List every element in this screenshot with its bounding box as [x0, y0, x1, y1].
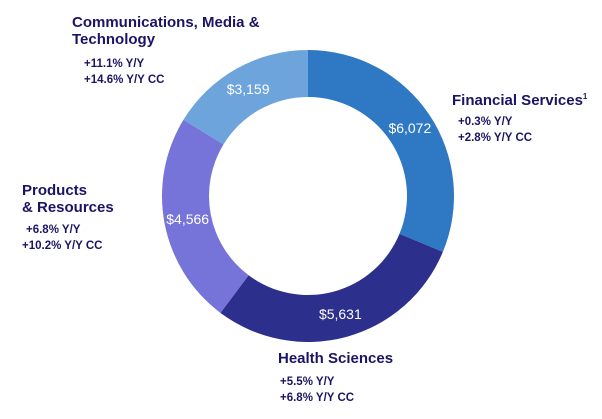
value-label-communications-media-technology: $3,159 — [227, 81, 270, 97]
category-name: Products — [22, 182, 88, 199]
yoy-cc-change: +10.2% Y/Y CC — [22, 240, 103, 252]
yoy-cc-change: +14.6% Y/Y CC — [84, 74, 165, 86]
value-label-financial-services: $6,072 — [388, 120, 431, 136]
value-label-health-sciences: $5,631 — [319, 306, 362, 322]
category-name-line2: Technology — [72, 31, 156, 48]
category-name-line2: & Resources — [22, 199, 114, 216]
category-name: Communications, Media & — [72, 14, 260, 31]
legend-financial-services: Financial Services1 +0.3% Y/Y +2.8% Y/Y … — [452, 88, 587, 146]
slice-health-sciences — [220, 233, 443, 342]
yoy-change: +0.3% Y/Y — [458, 116, 513, 128]
yoy-cc-change: +6.8% Y/Y CC — [280, 392, 355, 404]
legend-health-sciences: Health Sciences +5.5% Y/Y +6.8% Y/Y CC — [278, 350, 393, 406]
yoy-cc-change: +2.8% Y/Y CC — [458, 132, 533, 144]
footnote-marker: 1 — [582, 92, 588, 101]
slice-products-resources — [162, 119, 249, 313]
legend-communications-media-technology: Communications, Media & Technology +11.1… — [72, 14, 260, 88]
slice-communications-media-technology — [183, 50, 308, 145]
yoy-change: +5.5% Y/Y — [280, 376, 335, 388]
value-label-products-resources: $4,566 — [166, 211, 209, 227]
category-name: Financial Services — [452, 92, 583, 109]
legend-products-resources: Products & Resources +6.8% Y/Y +10.2% Y/… — [22, 182, 114, 254]
category-name: Health Sciences — [278, 350, 394, 367]
yoy-change: +6.8% Y/Y — [26, 224, 81, 236]
yoy-change: +11.1% Y/Y — [84, 58, 145, 70]
slice-financial-services — [308, 50, 455, 252]
